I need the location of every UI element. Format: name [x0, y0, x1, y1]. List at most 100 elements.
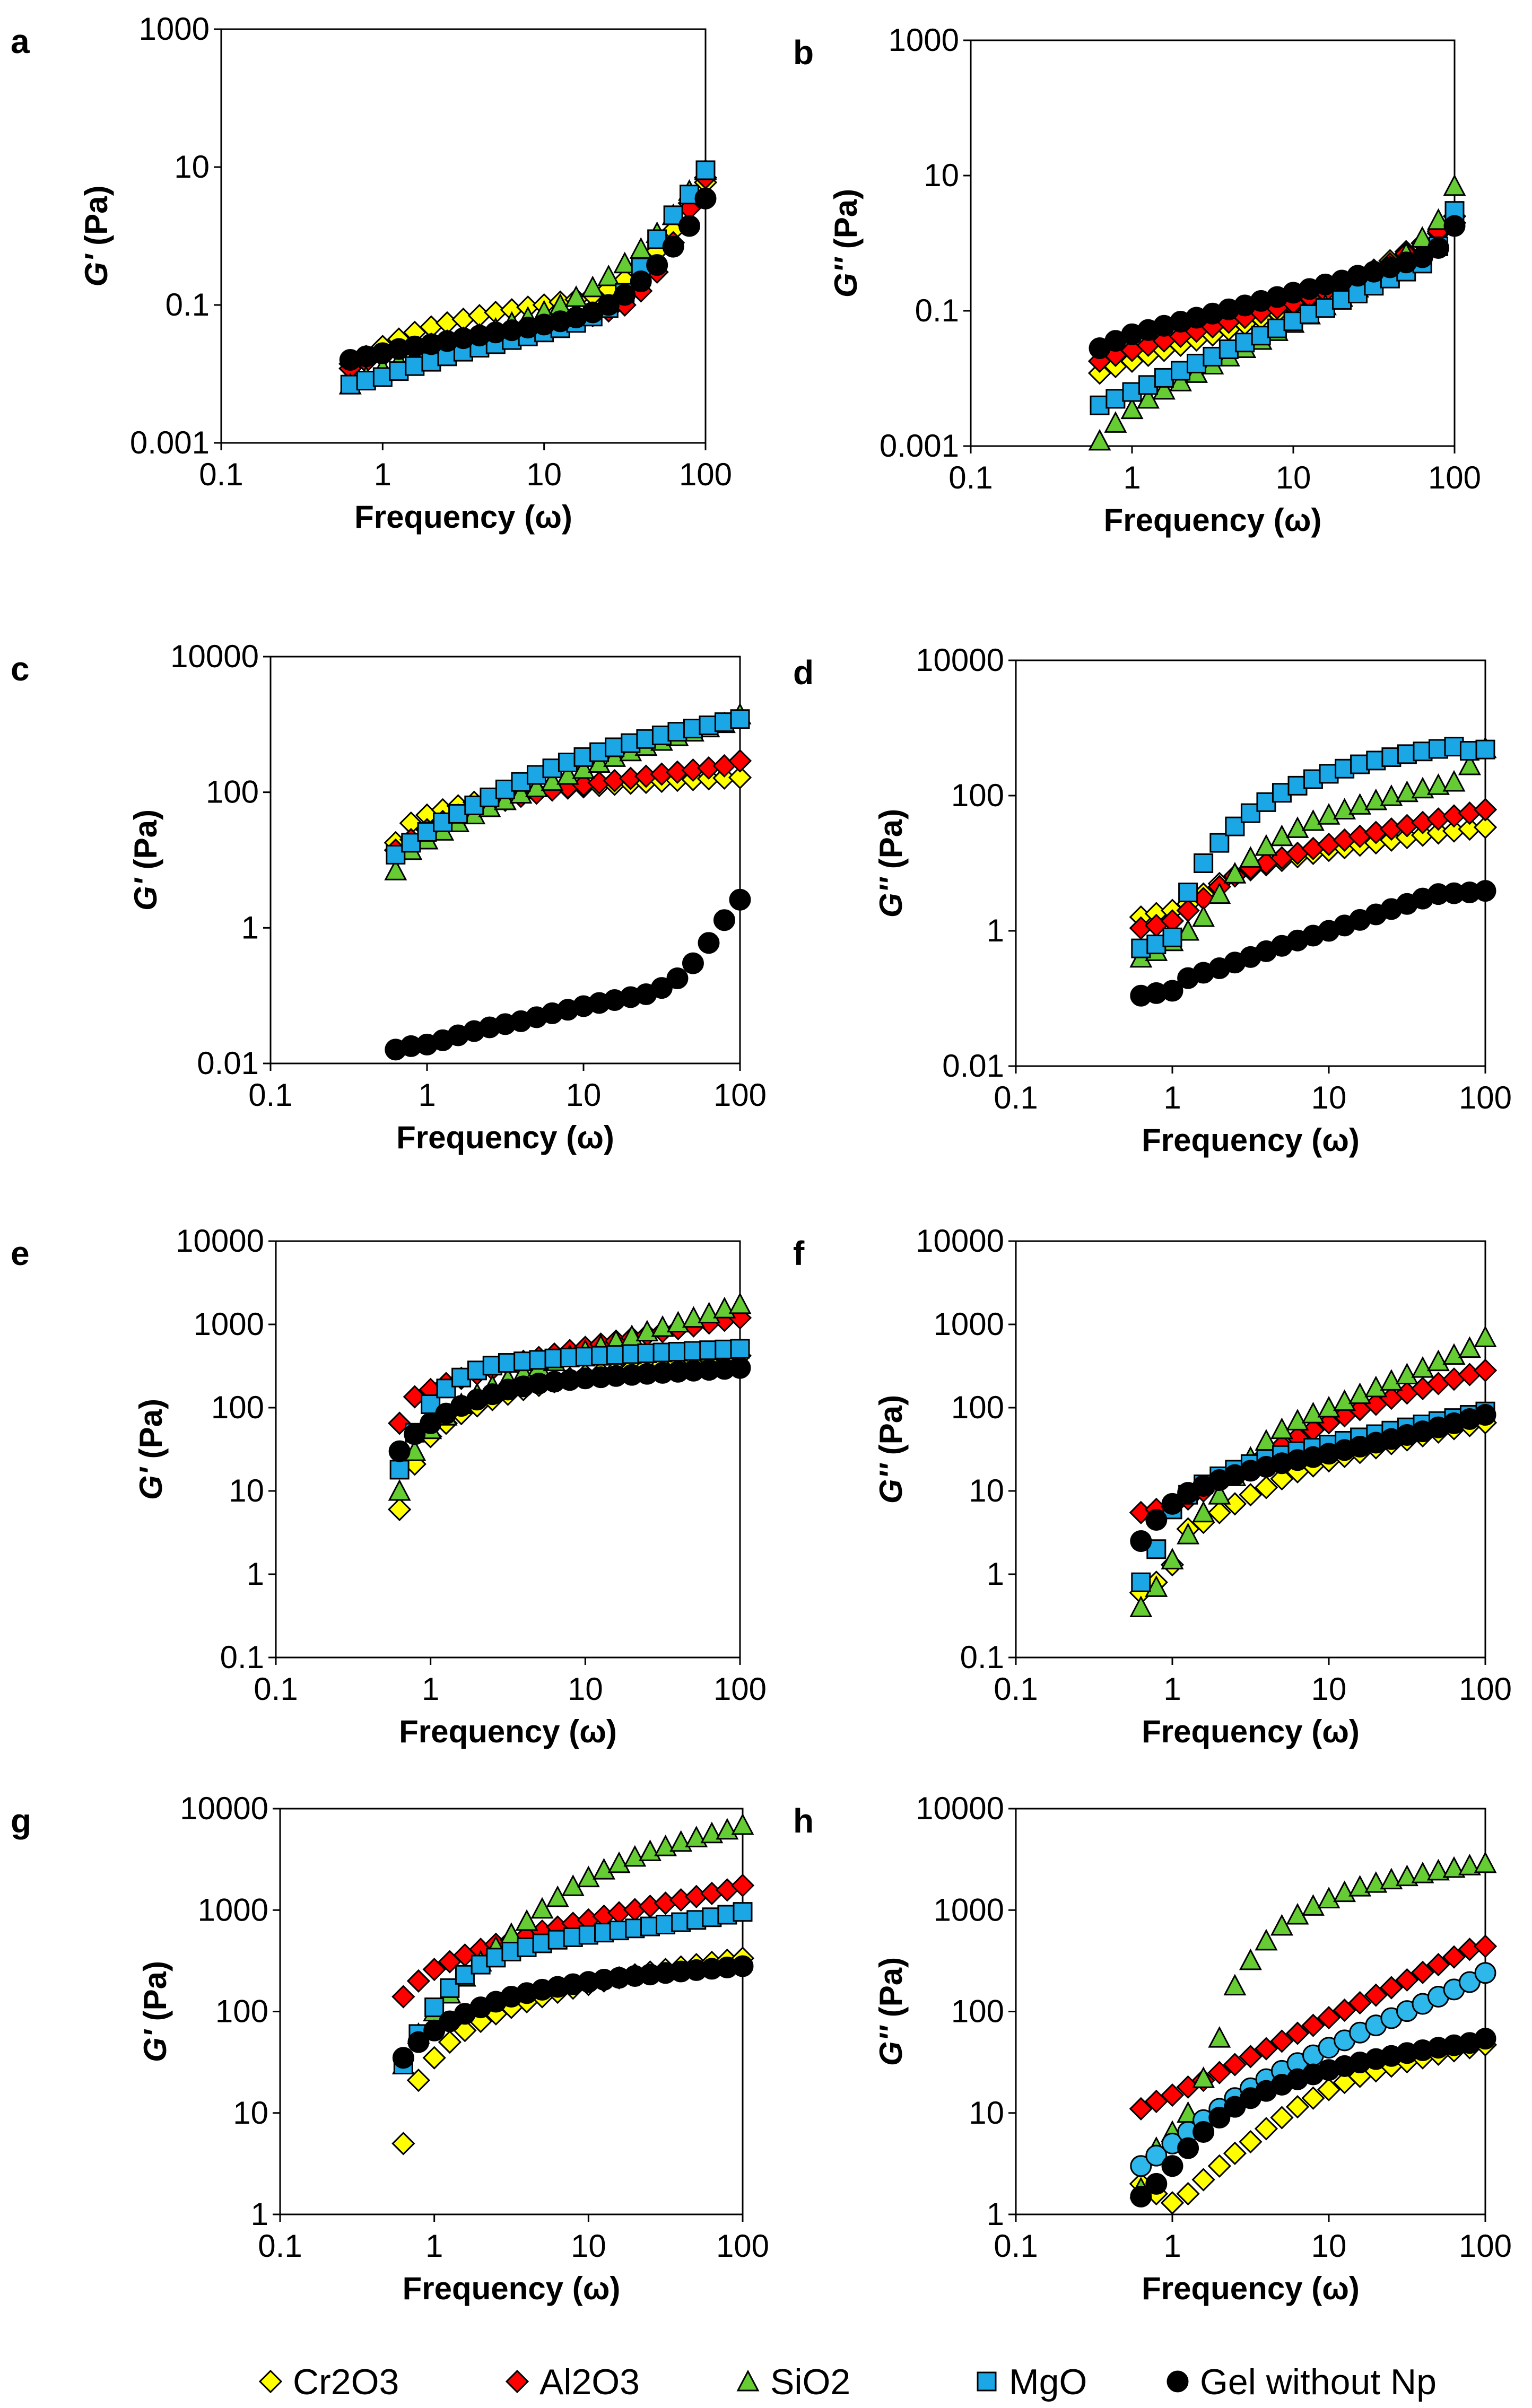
data-point [650, 977, 673, 999]
data-point [1270, 824, 1293, 847]
data-point [1474, 1325, 1497, 1347]
series-al2o3 [1129, 1934, 1498, 2121]
y-axis-label-unit: (Pa) [873, 1395, 909, 1464]
data-point [698, 932, 720, 954]
data-point [372, 367, 393, 387]
data-point [1395, 1864, 1418, 1887]
data-point [1380, 1369, 1403, 1391]
data-point [729, 888, 751, 911]
data-point [606, 1345, 626, 1365]
data-point [1223, 2053, 1247, 2077]
data-point [1239, 2130, 1263, 2154]
x-tick-label: 1 [1123, 460, 1141, 495]
y-tick-label: 10000 [170, 639, 259, 674]
data-point [1364, 788, 1388, 810]
y-axis-label-prime: '' [873, 877, 909, 893]
data-point [1474, 1851, 1497, 1873]
y-axis-label: G'' (Pa) [873, 1395, 909, 1504]
data-point [1203, 346, 1223, 367]
panel-letter: e [11, 1234, 30, 1272]
series-gel-without-np [1130, 1404, 1496, 1552]
data-point [1087, 361, 1112, 385]
legend-marker [1167, 2370, 1189, 2393]
data-point [1254, 1476, 1278, 1499]
data-point [1209, 833, 1230, 853]
data-point [1442, 1343, 1466, 1365]
data-point [1235, 333, 1255, 353]
data-point [1473, 798, 1498, 822]
data-point [1104, 411, 1127, 433]
y-tick-label: 10000 [916, 642, 1004, 678]
data-point [384, 859, 407, 880]
data-point [1474, 1404, 1496, 1426]
data-point [1161, 2155, 1183, 2177]
data-point [1187, 353, 1207, 373]
data-point [1458, 1336, 1481, 1358]
data-point [1411, 1861, 1434, 1883]
data-point [1333, 1998, 1356, 2022]
y-tick-label: 10000 [916, 1791, 1004, 1826]
data-point [406, 2069, 431, 2092]
data-point [1474, 880, 1496, 902]
data-point [1426, 1952, 1450, 1977]
legend-label: Cr2O3 [293, 2362, 399, 2402]
data-point [1411, 777, 1434, 799]
data-point [1301, 2013, 1325, 2037]
y-tick-label: 0.1 [220, 1639, 264, 1675]
legend-marker [505, 2369, 529, 2394]
plot-frame [269, 656, 741, 1065]
y-tick-label: 100 [951, 778, 1004, 813]
data-point [1177, 2137, 1199, 2159]
data-point [340, 374, 360, 395]
x-tick-label: 1 [1163, 2228, 1181, 2264]
data-point [1458, 753, 1481, 775]
data-point [695, 160, 716, 180]
data-point [1364, 1871, 1388, 1893]
legend-label: Gel without Np [1200, 2362, 1437, 2402]
series-gel-without-np [1130, 2028, 1496, 2208]
series-gel-without-np [1130, 880, 1496, 1007]
data-point [1270, 2106, 1294, 2130]
y-tick-label: 0.1 [960, 1639, 1004, 1675]
x-tick-label: 0.1 [994, 2228, 1038, 2264]
x-tick-label: 10 [568, 1671, 603, 1707]
data-point [1239, 1483, 1263, 1507]
data-point [391, 2132, 415, 2156]
data-point [1427, 237, 1450, 259]
data-point [630, 270, 652, 292]
data-point [1301, 1894, 1325, 1916]
x-tick-label: 100 [1459, 1080, 1512, 1115]
data-point [1317, 2078, 1341, 2101]
data-point [1223, 862, 1247, 884]
x-axis-label: Frequency (ω) [1142, 1714, 1360, 1749]
data-point [407, 2031, 430, 2053]
y-axis-label-prime: ' [137, 2029, 173, 2037]
y-axis-label-symbol: G [137, 2037, 173, 2062]
data-point [1192, 2066, 1215, 2088]
y-axis-label-unit: (Pa) [873, 809, 909, 878]
data-point [593, 1857, 615, 1880]
x-tick-label: 0.1 [948, 460, 993, 495]
data-point [1152, 378, 1176, 400]
series-mgo [1131, 737, 1495, 958]
y-axis-label-symbol: G [873, 2041, 909, 2066]
data-point [669, 1830, 693, 1852]
data-point [1239, 1948, 1262, 1970]
data-point [389, 1460, 410, 1480]
data-point [1270, 1467, 1294, 1491]
data-point [1161, 1548, 1184, 1569]
data-point [388, 1497, 412, 1521]
data-point [646, 254, 668, 276]
data-point [1194, 853, 1214, 873]
data-point [422, 2046, 446, 2070]
data-point [530, 1897, 554, 1919]
series-mgo [386, 709, 750, 865]
data-point [1475, 739, 1495, 760]
data-point [730, 709, 750, 729]
data-point [1191, 2168, 1215, 2192]
data-point [682, 952, 704, 974]
panel-d: 0.1 1 10 100 0.01 1 100 10000 Frequency (ω) G'' (… [793, 642, 1512, 1158]
